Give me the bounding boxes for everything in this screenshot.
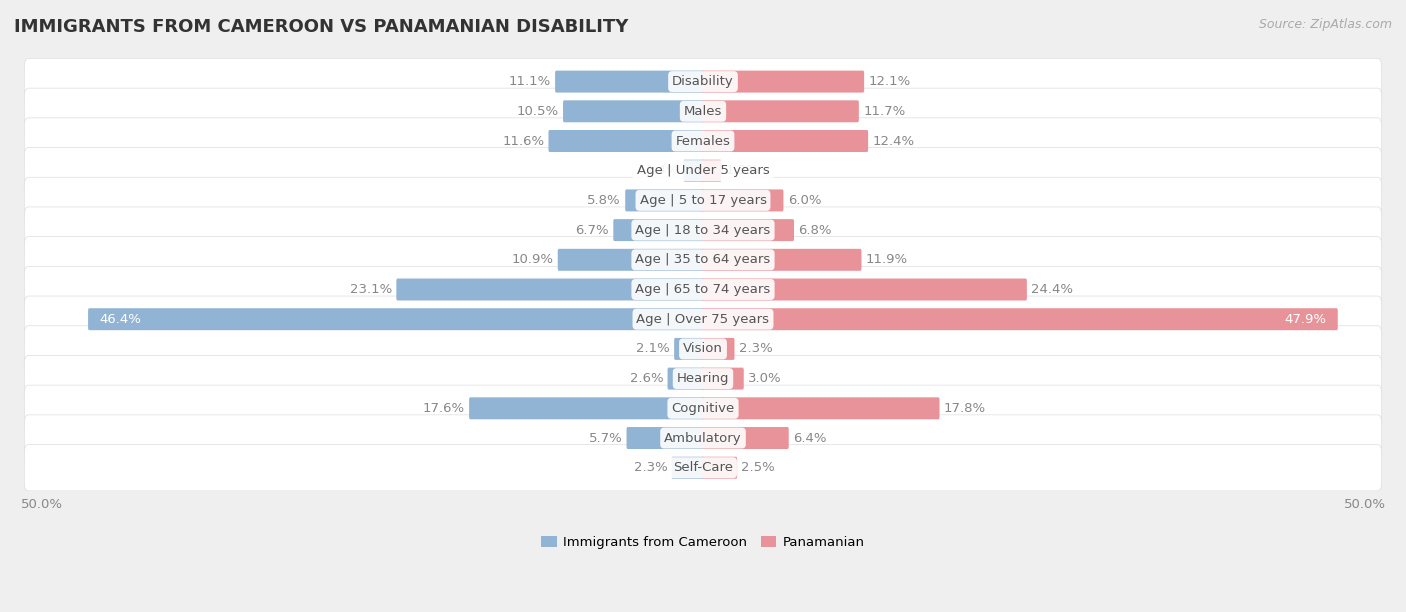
FancyBboxPatch shape — [24, 385, 1382, 431]
Text: 11.1%: 11.1% — [509, 75, 551, 88]
Text: 5.8%: 5.8% — [588, 194, 621, 207]
Text: Age | 65 to 74 years: Age | 65 to 74 years — [636, 283, 770, 296]
FancyBboxPatch shape — [562, 100, 704, 122]
FancyBboxPatch shape — [668, 368, 704, 390]
FancyBboxPatch shape — [626, 190, 704, 211]
FancyBboxPatch shape — [702, 368, 744, 390]
Text: 10.9%: 10.9% — [512, 253, 554, 266]
Text: Males: Males — [683, 105, 723, 118]
Text: 6.4%: 6.4% — [793, 431, 827, 444]
Text: 6.0%: 6.0% — [787, 194, 821, 207]
FancyBboxPatch shape — [555, 70, 704, 92]
Legend: Immigrants from Cameroon, Panamanian: Immigrants from Cameroon, Panamanian — [536, 530, 870, 554]
FancyBboxPatch shape — [24, 207, 1382, 253]
Text: Disability: Disability — [672, 75, 734, 88]
FancyBboxPatch shape — [24, 356, 1382, 402]
FancyBboxPatch shape — [396, 278, 704, 300]
FancyBboxPatch shape — [470, 397, 704, 419]
FancyBboxPatch shape — [558, 249, 704, 271]
Text: 2.1%: 2.1% — [636, 342, 669, 356]
Text: Self-Care: Self-Care — [673, 461, 733, 474]
FancyBboxPatch shape — [673, 338, 704, 360]
FancyBboxPatch shape — [683, 160, 704, 182]
FancyBboxPatch shape — [702, 219, 794, 241]
FancyBboxPatch shape — [702, 130, 868, 152]
Text: 11.9%: 11.9% — [866, 253, 908, 266]
FancyBboxPatch shape — [702, 427, 789, 449]
FancyBboxPatch shape — [24, 177, 1382, 223]
Text: 17.6%: 17.6% — [423, 402, 465, 415]
Text: Females: Females — [675, 135, 731, 147]
Text: 2.3%: 2.3% — [634, 461, 668, 474]
FancyBboxPatch shape — [702, 70, 865, 92]
FancyBboxPatch shape — [89, 308, 704, 330]
FancyBboxPatch shape — [702, 338, 734, 360]
Text: Source: ZipAtlas.com: Source: ZipAtlas.com — [1258, 18, 1392, 31]
FancyBboxPatch shape — [24, 326, 1382, 372]
Text: 47.9%: 47.9% — [1284, 313, 1326, 326]
Text: 11.6%: 11.6% — [502, 135, 544, 147]
FancyBboxPatch shape — [24, 266, 1382, 313]
Text: 46.4%: 46.4% — [100, 313, 142, 326]
Text: 12.4%: 12.4% — [872, 135, 914, 147]
FancyBboxPatch shape — [24, 147, 1382, 194]
FancyBboxPatch shape — [24, 88, 1382, 135]
Text: 1.4%: 1.4% — [645, 164, 679, 177]
Text: 3.0%: 3.0% — [748, 372, 782, 385]
Text: Age | Under 5 years: Age | Under 5 years — [637, 164, 769, 177]
FancyBboxPatch shape — [672, 457, 704, 479]
FancyBboxPatch shape — [702, 249, 862, 271]
FancyBboxPatch shape — [702, 160, 721, 182]
Text: Cognitive: Cognitive — [672, 402, 734, 415]
Text: 17.8%: 17.8% — [943, 402, 986, 415]
Text: 10.5%: 10.5% — [516, 105, 558, 118]
FancyBboxPatch shape — [24, 415, 1382, 461]
FancyBboxPatch shape — [24, 118, 1382, 164]
Text: 2.3%: 2.3% — [738, 342, 772, 356]
Text: 6.7%: 6.7% — [575, 223, 609, 237]
Text: Age | 5 to 17 years: Age | 5 to 17 years — [640, 194, 766, 207]
Text: 5.7%: 5.7% — [589, 431, 623, 444]
Text: Age | Over 75 years: Age | Over 75 years — [637, 313, 769, 326]
FancyBboxPatch shape — [548, 130, 704, 152]
FancyBboxPatch shape — [613, 219, 704, 241]
Text: 2.5%: 2.5% — [741, 461, 775, 474]
Text: 12.1%: 12.1% — [869, 75, 911, 88]
Text: IMMIGRANTS FROM CAMEROON VS PANAMANIAN DISABILITY: IMMIGRANTS FROM CAMEROON VS PANAMANIAN D… — [14, 18, 628, 36]
Text: Age | 35 to 64 years: Age | 35 to 64 years — [636, 253, 770, 266]
Text: 6.8%: 6.8% — [799, 223, 832, 237]
FancyBboxPatch shape — [702, 397, 939, 419]
Text: Hearing: Hearing — [676, 372, 730, 385]
Text: 11.7%: 11.7% — [863, 105, 905, 118]
FancyBboxPatch shape — [702, 308, 1337, 330]
FancyBboxPatch shape — [702, 278, 1026, 300]
FancyBboxPatch shape — [627, 427, 704, 449]
FancyBboxPatch shape — [702, 100, 859, 122]
FancyBboxPatch shape — [24, 237, 1382, 283]
FancyBboxPatch shape — [24, 296, 1382, 342]
Text: Ambulatory: Ambulatory — [664, 431, 742, 444]
Text: 24.4%: 24.4% — [1031, 283, 1073, 296]
FancyBboxPatch shape — [24, 444, 1382, 491]
FancyBboxPatch shape — [24, 58, 1382, 105]
Text: 2.6%: 2.6% — [630, 372, 664, 385]
Text: Vision: Vision — [683, 342, 723, 356]
FancyBboxPatch shape — [702, 457, 737, 479]
Text: 1.3%: 1.3% — [725, 164, 759, 177]
FancyBboxPatch shape — [702, 190, 783, 211]
Text: 23.1%: 23.1% — [350, 283, 392, 296]
Text: Age | 18 to 34 years: Age | 18 to 34 years — [636, 223, 770, 237]
